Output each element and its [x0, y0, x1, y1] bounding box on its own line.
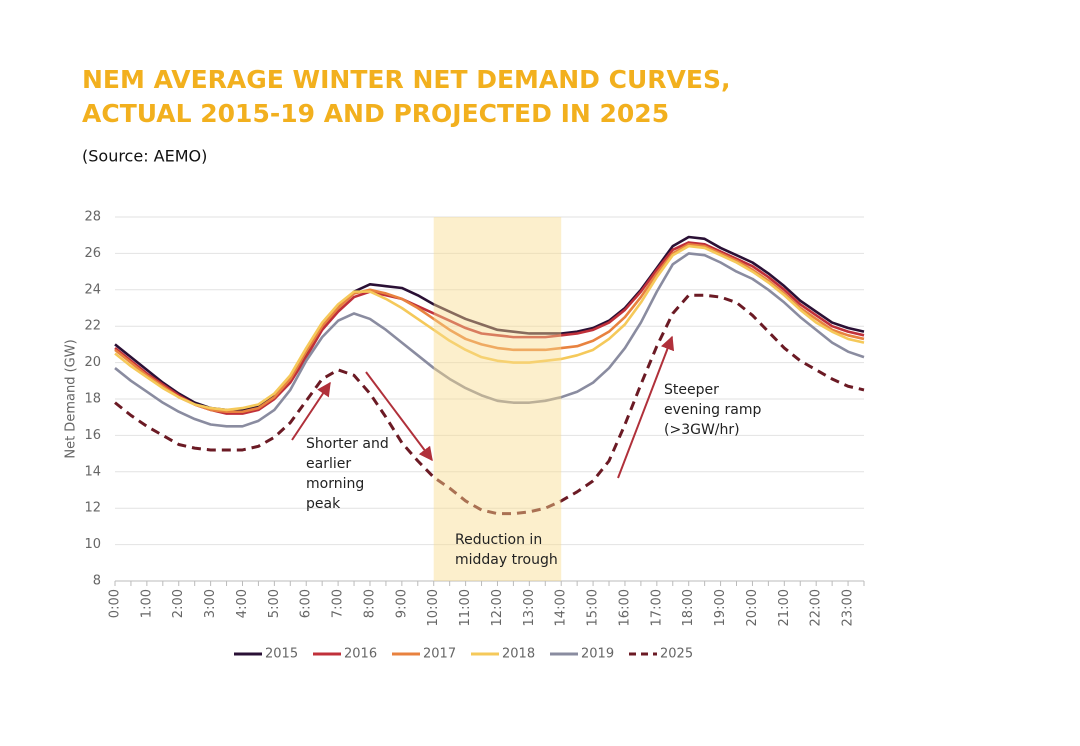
- x-tick-label: 11:00: [458, 589, 473, 626]
- series-line: [114, 241, 865, 415]
- annotation: midday trough: [455, 552, 558, 568]
- x-tick-label: 7:00: [331, 589, 346, 618]
- x-tick-label: 9:00: [394, 589, 409, 618]
- y-tick-label: 8: [93, 574, 101, 589]
- chart-title: NEM AVERAGE WINTER NET DEMAND CURVES,: [82, 65, 730, 94]
- series-line: [114, 293, 865, 516]
- annotation-arrow: [365, 371, 433, 462]
- legend-label: 2018: [502, 647, 535, 662]
- x-tick-label: 17:00: [649, 589, 664, 626]
- x-tick-label: 18:00: [681, 589, 696, 626]
- x-tick-label: 16:00: [617, 589, 632, 626]
- annotation: Steeper: [664, 382, 719, 398]
- series-line: [114, 244, 865, 412]
- x-tick-label: 6:00: [299, 589, 314, 618]
- x-tick-label: 10:00: [426, 589, 441, 626]
- x-tick-label: 0:00: [108, 589, 123, 618]
- x-tick-label: 22:00: [809, 589, 824, 626]
- y-axis-label: Net Demand (GW): [64, 339, 79, 458]
- y-tick-label: 14: [84, 464, 101, 479]
- annotation: Shorter and: [306, 436, 389, 452]
- annotation: earlier: [306, 456, 351, 472]
- series-line: [114, 243, 865, 414]
- legend-label: 2025: [660, 647, 693, 662]
- x-tick-label: 13:00: [522, 589, 537, 626]
- y-tick-label: 22: [84, 319, 101, 334]
- x-tick-label: 20:00: [745, 589, 760, 626]
- annotation: evening ramp: [664, 402, 761, 418]
- legend-label: 2015: [265, 647, 298, 662]
- x-tick-label: 14:00: [554, 589, 569, 626]
- x-tick-label: 21:00: [777, 589, 792, 626]
- legend-label: 2019: [581, 647, 614, 662]
- annotation-arrow: [617, 335, 675, 479]
- y-tick-label: 24: [84, 282, 101, 297]
- x-tick-label: 1:00: [139, 589, 154, 618]
- x-tick-label: 19:00: [713, 589, 728, 626]
- x-tick-label: 3:00: [203, 589, 218, 618]
- series-line: [114, 252, 865, 428]
- series-line: [114, 235, 865, 412]
- annotation: morning: [306, 476, 364, 492]
- annotation: (>3GW/hr): [664, 422, 740, 438]
- highlight-band: [433, 217, 562, 581]
- x-tick-label: 12:00: [490, 589, 505, 626]
- y-tick-label: 10: [84, 537, 101, 552]
- chart-title: ACTUAL 2015-19 AND PROJECTED IN 2025: [82, 99, 669, 128]
- legend-label: 2016: [344, 647, 377, 662]
- x-tick-label: 23:00: [841, 589, 856, 626]
- y-tick-label: 20: [84, 355, 101, 370]
- y-tick-label: 12: [84, 501, 101, 516]
- x-tick-label: 5:00: [267, 589, 282, 618]
- y-tick-label: 18: [84, 392, 101, 407]
- x-tick-label: 2:00: [171, 589, 186, 618]
- legend-label: 2017: [423, 647, 456, 662]
- y-tick-label: 28: [84, 210, 101, 225]
- x-tick-label: 8:00: [362, 589, 377, 618]
- chart-subtitle: (Source: AEMO): [82, 147, 207, 166]
- annotation-arrow: [291, 381, 331, 441]
- x-tick-label: 4:00: [235, 589, 250, 618]
- y-tick-label: 16: [84, 428, 101, 443]
- annotation: Reduction in: [455, 532, 542, 548]
- annotation: peak: [306, 496, 341, 512]
- y-tick-label: 26: [84, 246, 101, 261]
- x-tick-label: 15:00: [586, 589, 601, 626]
